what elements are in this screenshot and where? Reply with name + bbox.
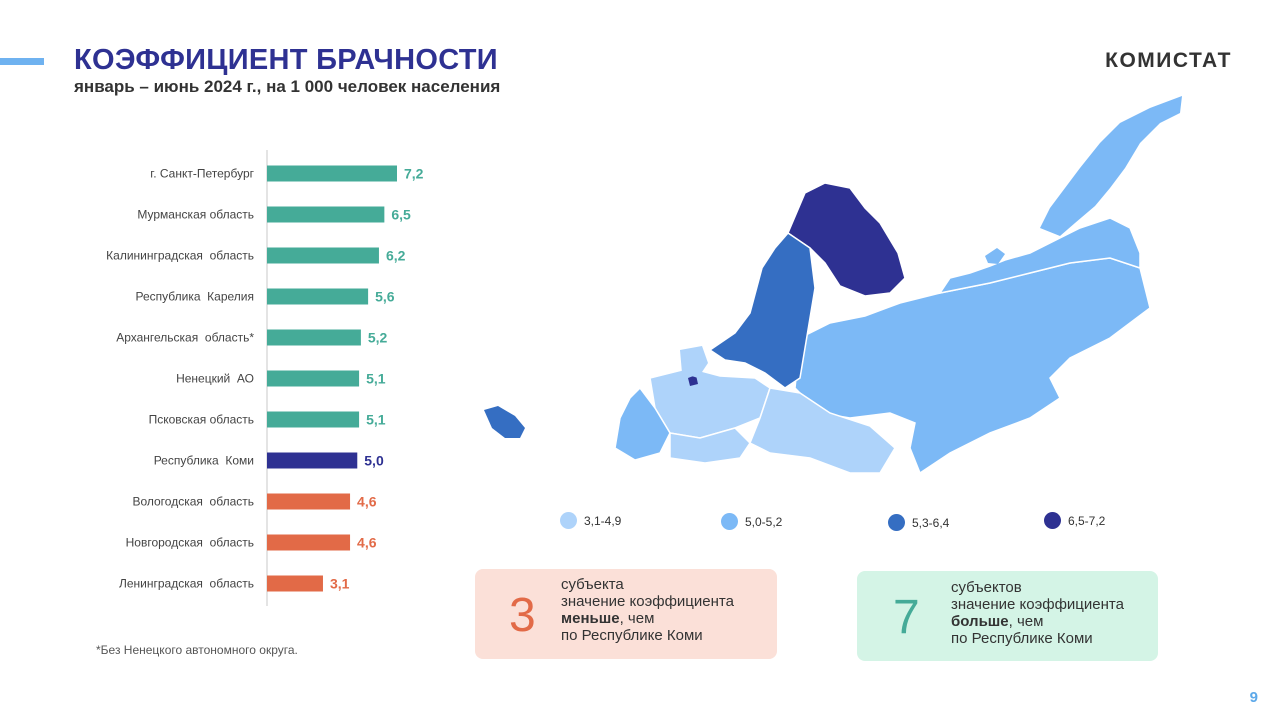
legend-label-2: 5,0-5,2 [745, 514, 783, 529]
map-region-spb [688, 375, 698, 386]
category-label: г. Санкт-Петербург [150, 167, 254, 181]
bar [267, 534, 351, 551]
value-label: 7,2 [404, 166, 424, 182]
map-lake [680, 346, 708, 378]
legend-dot-3 [888, 514, 905, 531]
map-island-kolguev [985, 248, 1005, 264]
bar [267, 370, 360, 387]
bar [267, 329, 361, 346]
value-label: 6,5 [391, 207, 411, 223]
legend-label-4: 6,5-7,2 [1068, 513, 1106, 528]
info-more-line1: субъектов [951, 579, 1022, 596]
info-less-line3-rest: , чем [619, 610, 655, 627]
category-label: Республика Карелия [136, 290, 255, 304]
info-more-line2: значение коэффициента [951, 596, 1124, 613]
map-region-novgorod [669, 427, 751, 464]
info-box-more: 7 субъектов значение коэффициента больше… [857, 571, 1158, 661]
category-label: Мурманская область [137, 208, 254, 222]
value-label: 4,6 [357, 535, 377, 551]
info-less-line4: по Республике Коми [561, 627, 703, 644]
info-more-bold: больше [951, 613, 1009, 630]
info-less-line1: субъекта [561, 576, 624, 593]
footnote: *Без Ненецкого автономного округа. [96, 643, 298, 657]
info-less-line2: значение коэффициента [561, 593, 734, 610]
category-label: Новгородская область [126, 536, 254, 550]
map-island-novaya-zemlya [1040, 96, 1182, 236]
legend-item-4: 6,5-7,2 [1044, 512, 1105, 529]
value-label: 6,2 [386, 248, 406, 264]
bar [267, 452, 358, 469]
value-label: 5,1 [366, 412, 386, 428]
info-more-line3-rest: , чем [1008, 613, 1044, 630]
category-label: Республика Коми [154, 454, 254, 468]
category-label: Ленинградская область [119, 577, 254, 591]
legend-dot-4 [1044, 512, 1061, 529]
map-region-kaliningrad [484, 406, 525, 438]
info-more-line4: по Республике Коми [951, 630, 1093, 647]
map-region-vologda [749, 387, 896, 474]
map-region-nenets [938, 217, 1141, 295]
value-label: 4,6 [357, 494, 377, 510]
bar [267, 247, 379, 264]
category-label: Калининградская область [106, 249, 254, 263]
info-more-number: 7 [893, 591, 920, 644]
region-map [484, 96, 1182, 475]
legend-dot-2 [721, 513, 738, 530]
legend-item-3: 5,3-6,4 [888, 514, 949, 531]
map-region-leningrad [649, 367, 771, 439]
info-less-text: субъекта значение коэффициента меньше, ч… [561, 576, 734, 644]
value-label: 3,1 [330, 576, 350, 592]
bar [267, 206, 385, 223]
legend-item-2: 5,0-5,2 [721, 513, 782, 530]
info-less-line3: меньше, чем [561, 610, 734, 627]
value-label: 5,0 [364, 453, 384, 469]
category-label: Архангельская область* [116, 331, 254, 345]
bar [267, 288, 369, 305]
value-label: 5,1 [366, 371, 386, 387]
bar [267, 165, 397, 182]
legend-dot-1 [560, 512, 577, 529]
category-label: Вологодская область [132, 495, 254, 509]
page-title: КОЭФФИЦИЕНТ БРАЧНОСТИ [74, 44, 498, 76]
map-region-karelia [708, 232, 816, 389]
legend-item-1: 3,1-4,9 [560, 512, 621, 529]
category-label: Псковская область [149, 413, 254, 427]
info-box-less: 3 субъекта значение коэффициента меньше,… [475, 569, 777, 659]
accent-bar [0, 58, 44, 65]
legend-label-1: 3,1-4,9 [584, 513, 622, 528]
value-label: 5,2 [368, 330, 388, 346]
brand-logo: КОМИСТАТ [1105, 49, 1232, 72]
bar [267, 493, 351, 510]
page-subtitle: январь – июнь 2024 г., на 1 000 человек … [74, 77, 501, 96]
map-region-murmansk [787, 182, 906, 297]
legend-label-3: 5,3-6,4 [912, 515, 950, 530]
bar [267, 411, 360, 428]
bar [267, 575, 323, 592]
info-more-line3: больше, чем [951, 613, 1124, 630]
info-less-number: 3 [509, 589, 536, 642]
bar-chart: г. Санкт-Петербург 7,2 Мурманская область 6… [106, 150, 424, 606]
page-number: 9 [1249, 689, 1258, 706]
map-region-pskov [614, 386, 671, 461]
value-label: 5,6 [375, 289, 395, 305]
info-more-text: субъектов значение коэффициента больше, … [951, 579, 1124, 647]
info-less-bold: меньше [561, 610, 620, 627]
category-label: Ненецкий АО [176, 372, 254, 386]
